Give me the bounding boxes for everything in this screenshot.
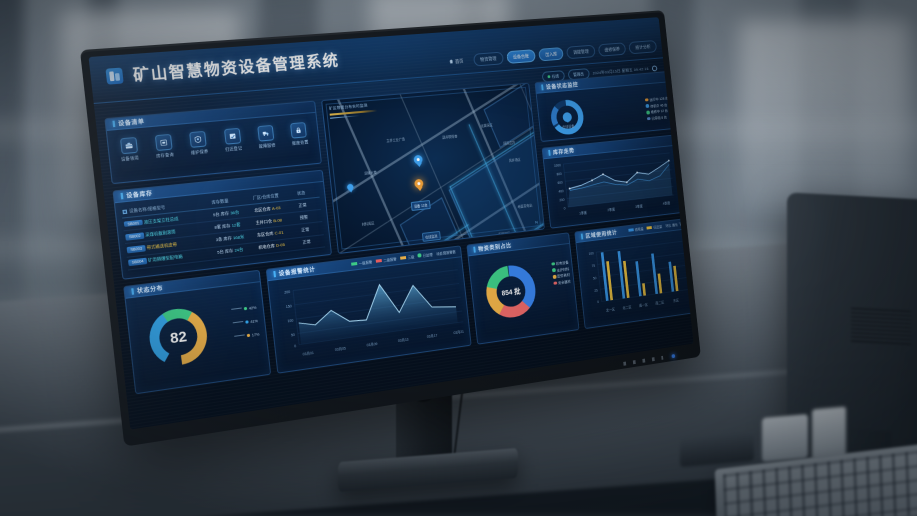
scene-vignette [0, 0, 917, 516]
photo-scene: 矿山智慧物资设备管理系统 首页 物资管理 设备台账 出入库 调拨管理 维修保养 … [0, 0, 917, 516]
